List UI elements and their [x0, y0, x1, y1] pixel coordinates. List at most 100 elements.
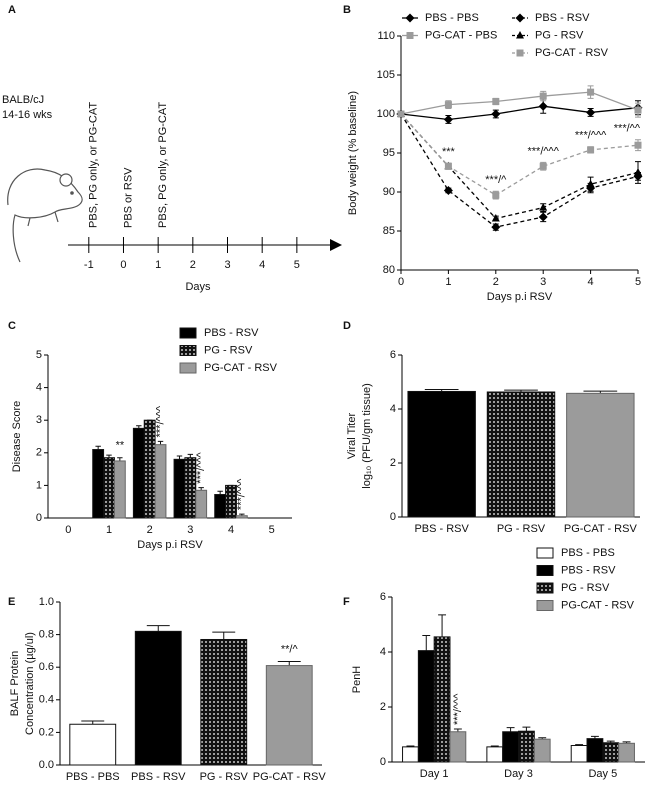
x-tick-label: PBS - RSV	[131, 771, 186, 783]
bar	[566, 392, 635, 518]
legend-label: PBS - RSV	[204, 327, 259, 339]
series-line	[400, 91, 639, 115]
bar	[134, 630, 182, 766]
y-axis-label: BALF Protein	[9, 651, 21, 716]
panel-label: E	[8, 596, 15, 608]
error-bar	[438, 614, 447, 637]
event-label: PBS or RSV	[122, 167, 134, 228]
x-tick-label: 4	[588, 276, 594, 288]
error-bar	[117, 457, 123, 461]
marker	[491, 109, 501, 119]
error-bar	[146, 625, 170, 632]
legend-label: PG - RSV	[204, 344, 253, 356]
legend-swatch	[536, 582, 554, 594]
bar	[154, 444, 167, 519]
annotation: ***/^^^	[575, 130, 607, 142]
x-tick-label: 3	[540, 276, 546, 288]
marker	[586, 107, 596, 117]
bar	[214, 494, 227, 519]
bar	[417, 650, 435, 763]
error-bar	[212, 631, 236, 640]
x-tick-label: 2	[493, 276, 499, 288]
marker	[587, 88, 595, 96]
marker	[634, 141, 642, 149]
y-tick-label: 5	[36, 349, 42, 361]
bar	[200, 638, 248, 766]
y-axis-label: Body weight (% baseline)	[347, 91, 359, 215]
x-tick-label: 2	[147, 524, 153, 536]
bar	[407, 390, 476, 518]
x-tick-label: Day 1	[420, 768, 449, 780]
subject-label: 14-16 wks	[2, 109, 53, 121]
y-tick-label: 6	[380, 591, 386, 603]
bar	[235, 515, 248, 519]
bar	[486, 391, 556, 518]
y-tick-label: 4	[390, 403, 396, 415]
panel-label: D	[343, 320, 351, 332]
y-tick-label: 2	[390, 457, 396, 469]
error-bar	[422, 635, 431, 651]
x-tick-label: PBS - RSV	[414, 523, 469, 535]
y-tick-label: 2	[380, 701, 386, 713]
error-bar	[157, 440, 164, 445]
y-tick-label: 100	[377, 108, 395, 120]
y-tick-label: 0.2	[39, 726, 54, 738]
error-bar	[95, 445, 101, 450]
x-tick-label: Day 5	[588, 768, 617, 780]
annotation: ***/^^^	[195, 451, 207, 483]
marker	[539, 203, 548, 211]
x-tick-label: PG - RSV	[497, 523, 546, 535]
marker	[491, 214, 500, 222]
series-line	[400, 113, 639, 196]
panel-label: F	[343, 596, 350, 608]
legend-label: PBS - RSV	[561, 564, 616, 576]
y-tick-label: 0	[390, 511, 396, 523]
y-axis-label: Disease Score	[11, 401, 23, 473]
x-tick-label: Day 3	[504, 768, 533, 780]
legend-label: PG - RSV	[561, 582, 610, 594]
error-bar	[81, 720, 105, 725]
x-tick-label: 0	[120, 259, 126, 271]
legend-marker	[515, 13, 525, 23]
y-tick-label: 0.4	[39, 694, 54, 706]
annotation: **	[116, 440, 125, 452]
x-tick-label: 5	[269, 524, 275, 536]
bar	[184, 457, 197, 519]
y-tick-label: 80	[383, 264, 395, 276]
bar	[518, 730, 535, 763]
y-tick-label: 110	[377, 30, 395, 42]
y-axis-label: Concentration (µg/ul)	[24, 632, 36, 735]
y-tick-label: 85	[383, 225, 395, 237]
x-tick-label: 5	[635, 276, 641, 288]
legend-label: PG-CAT - RSV	[535, 47, 609, 59]
y-axis-label: PenH	[351, 666, 363, 694]
x-tick-label: 3	[224, 259, 230, 271]
marker	[586, 179, 595, 188]
marker	[634, 168, 642, 176]
legend-swatch	[536, 547, 554, 559]
subject-label: BALB/cJ	[2, 94, 44, 106]
bar	[69, 723, 117, 766]
legend-label: PG-CAT - RSV	[204, 362, 278, 374]
legend-label: PG-CAT - RSV	[561, 599, 635, 611]
x-tick-label: 2	[190, 259, 196, 271]
x-tick-label: 1	[155, 259, 161, 271]
marker	[397, 110, 405, 118]
x-tick-label: 0	[398, 276, 404, 288]
bar	[265, 665, 313, 766]
bar	[132, 427, 145, 519]
legend-swatch	[179, 362, 197, 374]
annotation: ***/^^^	[154, 405, 166, 437]
panel-label: C	[8, 320, 16, 332]
x-tick-label: 4	[259, 259, 265, 271]
bar	[486, 746, 504, 763]
bar	[103, 457, 115, 519]
y-tick-label: 0.6	[39, 661, 54, 673]
x-tick-label: PBS - PBS	[66, 771, 120, 783]
marker	[492, 98, 500, 106]
x-tick-label: 1	[106, 524, 112, 536]
error-bar	[176, 455, 183, 460]
y-tick-label: 4	[36, 382, 42, 394]
y-tick-label: 4	[380, 646, 386, 658]
